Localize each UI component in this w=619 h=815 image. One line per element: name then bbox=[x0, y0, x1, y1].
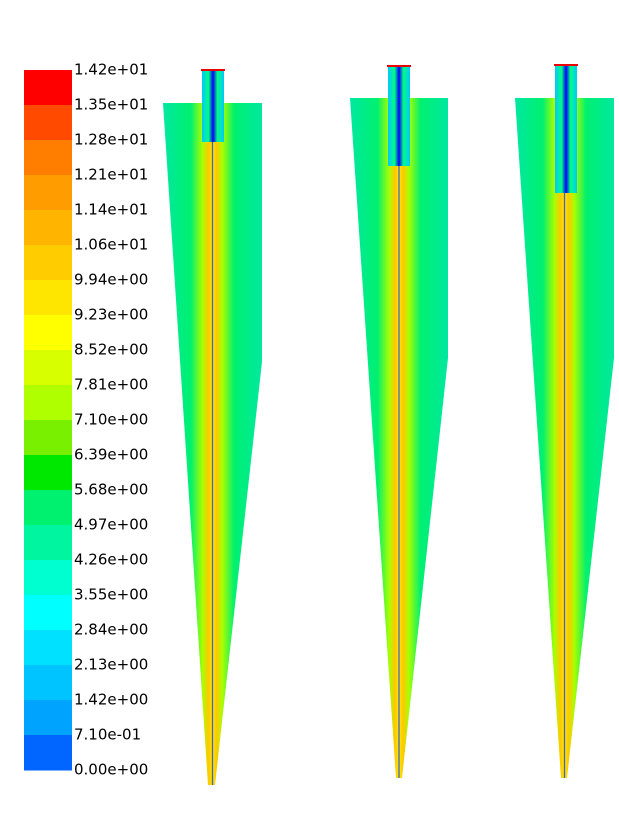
colorbar-label: 9.94e+00 bbox=[74, 271, 148, 289]
color-band bbox=[24, 420, 72, 456]
colorbar-label: 4.26e+00 bbox=[74, 551, 148, 569]
color-band bbox=[24, 595, 72, 631]
colorbar-label: 6.39e+00 bbox=[74, 446, 148, 464]
colorbar-label: 1.14e+01 bbox=[74, 201, 148, 219]
colorbar-label: 0.00e+00 bbox=[74, 761, 148, 779]
colorbar-label: 1.06e+01 bbox=[74, 236, 148, 254]
cyclone-3 bbox=[515, 64, 614, 778]
cyclone-2 bbox=[350, 65, 448, 778]
color-band bbox=[24, 210, 72, 246]
color-band bbox=[24, 385, 72, 421]
colorbar-label: 1.35e+01 bbox=[74, 96, 148, 114]
cyclone-body bbox=[515, 98, 614, 778]
color-band bbox=[24, 140, 72, 176]
color-band bbox=[24, 245, 72, 281]
colorbar-label: 9.23e+00 bbox=[74, 306, 148, 324]
color-band bbox=[24, 105, 72, 141]
colorbar-label: 1.42e+00 bbox=[74, 691, 148, 709]
colorbar-label: 1.21e+01 bbox=[74, 166, 148, 184]
color-band bbox=[24, 350, 72, 386]
colorbar-label: 1.28e+01 bbox=[74, 131, 148, 149]
color-band bbox=[24, 315, 72, 351]
color-band bbox=[24, 630, 72, 666]
color-band bbox=[24, 560, 72, 596]
cyclone-body bbox=[350, 98, 448, 778]
color-band bbox=[24, 490, 72, 526]
cyclone-body bbox=[163, 103, 262, 785]
color-band bbox=[24, 280, 72, 316]
colorbar-label: 7.81e+00 bbox=[74, 376, 148, 394]
color-band bbox=[24, 70, 72, 106]
vortex-finder bbox=[555, 65, 577, 193]
colorbar-label: 2.84e+00 bbox=[74, 621, 148, 639]
color-band bbox=[24, 735, 72, 771]
colorbar-label: 3.55e+00 bbox=[74, 586, 148, 604]
color-band bbox=[24, 700, 72, 736]
cyclone-1 bbox=[163, 69, 262, 785]
colorbar-label: 4.97e+00 bbox=[74, 516, 148, 534]
color-band bbox=[24, 525, 72, 561]
colorbar-label: 8.52e+00 bbox=[74, 341, 148, 359]
vortex-finder bbox=[388, 66, 410, 166]
colorbar-label: 5.68e+00 bbox=[74, 481, 148, 499]
colorbar-label: 7.10e+00 bbox=[74, 411, 148, 429]
vortex-finder bbox=[202, 70, 224, 142]
color-band bbox=[24, 665, 72, 701]
colorbar-label: 7.10e-01 bbox=[74, 726, 141, 744]
colorbar-label: 1.42e+01 bbox=[74, 61, 148, 79]
colorbar-label: 2.13e+00 bbox=[74, 656, 148, 674]
color-band bbox=[24, 455, 72, 491]
color-band bbox=[24, 175, 72, 211]
colorbar: 1.42e+01 1.35e+01 1.28e+01 1.21e+01 1.14e+01… bbox=[24, 61, 148, 779]
